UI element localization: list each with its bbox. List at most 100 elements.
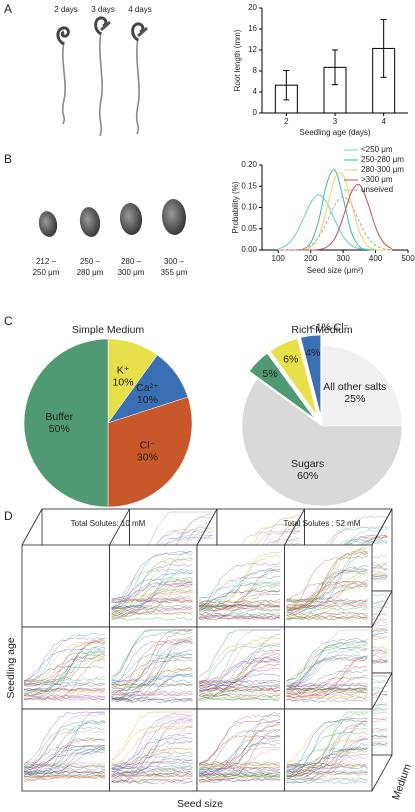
depth-edge bbox=[109, 508, 130, 546]
trace bbox=[23, 769, 106, 774]
trace bbox=[111, 583, 193, 603]
trace bbox=[111, 580, 193, 610]
trace bbox=[23, 665, 106, 682]
trace bbox=[286, 641, 368, 690]
slice-label: Cl⁻ bbox=[140, 439, 156, 451]
trace bbox=[111, 754, 193, 773]
trace bbox=[111, 771, 193, 775]
trace bbox=[111, 740, 193, 771]
seed-label: 280 μm bbox=[77, 268, 104, 277]
trace bbox=[111, 581, 193, 603]
trace bbox=[111, 699, 193, 703]
pie-title: Rich Medium bbox=[291, 324, 353, 336]
trace bbox=[111, 599, 193, 604]
trace bbox=[23, 675, 106, 701]
trace bbox=[23, 677, 106, 696]
pie-slice bbox=[107, 396, 193, 508]
seedling-images bbox=[61, 31, 140, 137]
trace bbox=[23, 697, 106, 701]
trace bbox=[111, 638, 193, 686]
slice-value-label: 25% bbox=[344, 393, 365, 405]
trace bbox=[23, 647, 106, 683]
x-tick-label: 300 bbox=[336, 254, 350, 263]
trace bbox=[198, 773, 280, 778]
trace bbox=[111, 698, 193, 703]
trace bbox=[198, 761, 281, 766]
trace bbox=[286, 687, 368, 692]
slice-value-label: 50% bbox=[49, 423, 70, 435]
trace bbox=[198, 679, 281, 684]
trace bbox=[23, 745, 106, 773]
slice-value-label: 30% bbox=[137, 451, 158, 463]
trace bbox=[23, 719, 106, 769]
y-tick-label: 0.20 bbox=[241, 160, 257, 169]
trace bbox=[198, 692, 281, 696]
trace bbox=[198, 600, 281, 604]
trace bbox=[111, 557, 193, 617]
panel-label: B bbox=[4, 152, 12, 166]
trace bbox=[198, 581, 281, 611]
trace bbox=[23, 770, 106, 775]
x-axis-label: Seedling age (days) bbox=[299, 128, 370, 137]
trace bbox=[198, 729, 281, 783]
trace bbox=[111, 611, 193, 615]
trace bbox=[111, 690, 193, 695]
panel-label: D bbox=[4, 509, 13, 523]
y-axis-label: Probability (%) bbox=[231, 181, 240, 233]
trace bbox=[286, 657, 368, 688]
trace bbox=[198, 644, 281, 684]
trace bbox=[286, 689, 368, 693]
trace bbox=[286, 696, 368, 700]
x-axis-label: Seed size (μm²) bbox=[307, 266, 364, 275]
slice-value-label: 5% bbox=[263, 368, 278, 380]
trace bbox=[111, 606, 193, 610]
trace bbox=[286, 600, 368, 604]
trace bbox=[111, 716, 193, 772]
trace bbox=[111, 758, 193, 784]
trace bbox=[198, 576, 281, 601]
seedling-label: 2 days bbox=[54, 5, 78, 14]
trace bbox=[111, 679, 193, 683]
trace bbox=[111, 588, 193, 617]
trace bbox=[198, 714, 281, 764]
seed-label: 250 μm bbox=[33, 268, 60, 277]
trace bbox=[111, 780, 193, 785]
trace bbox=[286, 551, 368, 610]
trace bbox=[286, 755, 368, 784]
trace bbox=[111, 733, 193, 783]
trace bbox=[23, 775, 106, 779]
trace bbox=[198, 551, 280, 608]
trace bbox=[111, 600, 193, 619]
trace bbox=[111, 586, 193, 610]
trace bbox=[286, 738, 368, 768]
slice-value-label: 10% bbox=[137, 394, 158, 406]
seed-label: 212 – bbox=[36, 257, 57, 266]
trace bbox=[23, 775, 106, 780]
trace bbox=[198, 729, 281, 777]
trace bbox=[111, 764, 193, 783]
trace bbox=[23, 683, 106, 687]
trace bbox=[286, 743, 368, 772]
trace bbox=[111, 711, 193, 761]
trace bbox=[23, 749, 106, 776]
trace bbox=[198, 689, 281, 693]
trace bbox=[198, 657, 281, 691]
trace bbox=[111, 604, 193, 609]
trace bbox=[23, 744, 106, 778]
seed-label: 300 μm bbox=[118, 268, 145, 277]
trace bbox=[198, 673, 281, 700]
legend-label: 250-280 μm bbox=[361, 155, 404, 164]
trace bbox=[198, 681, 281, 686]
trace bbox=[286, 722, 368, 778]
trace bbox=[111, 597, 193, 601]
depth-edge bbox=[371, 590, 393, 628]
slice-label: <1% Cl⁻ bbox=[310, 322, 350, 334]
trace bbox=[23, 653, 106, 687]
trace bbox=[286, 612, 368, 616]
trace bbox=[23, 688, 106, 693]
trace bbox=[111, 607, 193, 612]
slice-value-label: 10% bbox=[113, 376, 134, 388]
trace bbox=[198, 569, 281, 608]
trace bbox=[111, 672, 193, 700]
trace bbox=[23, 694, 106, 698]
